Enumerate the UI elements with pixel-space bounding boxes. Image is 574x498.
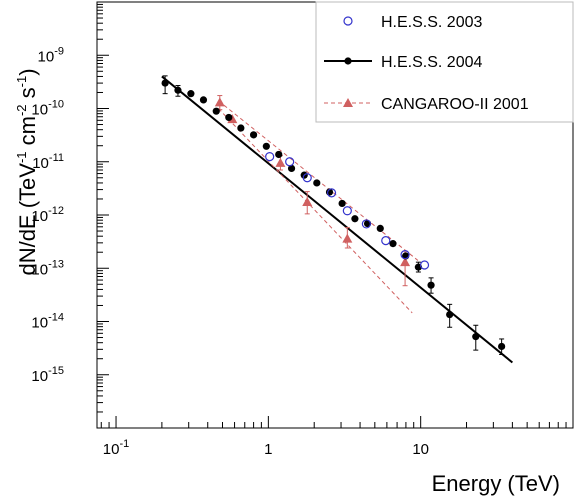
data-point [225, 113, 233, 122]
legend-marker [343, 16, 353, 26]
data-point [342, 206, 352, 216]
data-point [302, 173, 312, 183]
legend-entry: H.E.S.S. 2004 [324, 54, 482, 71]
x-axis-title: Energy (TeV) [432, 471, 560, 496]
data-point [381, 236, 391, 246]
data-point [227, 114, 238, 124]
legend-label: CANGAROO-II 2001 [381, 96, 529, 113]
data-point [419, 260, 430, 270]
data-point [400, 257, 411, 267]
series-h-e-s-s-2004 [161, 75, 506, 356]
data-point [265, 151, 275, 162]
x-tick-label: 10 [412, 441, 429, 458]
legend-marker [344, 57, 352, 65]
x-tick-label: 10-1 [103, 438, 129, 458]
y-tick-label: 10-15 [31, 365, 64, 385]
y-axis-title: dN/dE (TeV-1 cm-2 s-1) [14, 68, 40, 275]
data-point [214, 97, 225, 107]
cangaroo-fit-lower [218, 108, 413, 314]
y-tick-label: 10-10 [31, 99, 64, 119]
y-tick-label: 10-9 [38, 45, 64, 65]
legend-label: H.E.S.S. 2003 [381, 14, 482, 31]
data-point [161, 79, 169, 87]
data-point [400, 250, 410, 260]
data-series [161, 75, 506, 356]
data-point [174, 86, 182, 94]
data-point [199, 96, 208, 104]
data-point [361, 219, 371, 229]
data-point [338, 199, 346, 208]
y-tick-label: 10-12 [31, 205, 64, 225]
x-tick-label: 1 [264, 441, 272, 458]
data-point [498, 342, 506, 351]
legend-entry: CANGAROO-II 2001 [324, 96, 529, 113]
legend: H.E.S.S. 2003 H.E.S.S. 2004 CANGAROO-II 20… [315, 1, 574, 123]
data-point [237, 124, 245, 132]
legend-entry: H.E.S.S. 2003 [343, 14, 482, 31]
data-point [313, 179, 321, 187]
y-tick-label: 10-13 [31, 258, 64, 278]
legend-marker [343, 98, 353, 107]
data-point [187, 90, 195, 98]
data-point [285, 157, 295, 167]
data-point [326, 188, 337, 198]
data-point [351, 215, 359, 223]
legend-label: H.E.S.S. 2004 [381, 54, 482, 71]
data-point [302, 197, 313, 207]
series-h-e-s-s-2003 [265, 151, 430, 270]
data-point [212, 107, 220, 115]
data-point [472, 333, 480, 341]
data-point [275, 157, 286, 167]
data-point [376, 224, 384, 233]
y-tick-label: 10-14 [31, 312, 64, 332]
data-point [342, 233, 353, 243]
data-point [249, 131, 258, 139]
data-point [262, 142, 270, 150]
y-tick-label: 10-11 [32, 152, 64, 172]
data-point [427, 281, 435, 289]
y-axis-ticks: 10-9 10-10 10-11 10-12 10-13 10-14 10-15 [31, 1, 109, 429]
hess-2004-fit-line [161, 75, 514, 364]
data-point [389, 240, 397, 248]
data-point [287, 164, 296, 173]
series-cangaroo-ii-2001 [214, 95, 411, 287]
data-point [446, 310, 454, 319]
x-axis-ticks: 10-1 1 10 [100, 416, 574, 458]
data-point [275, 150, 283, 159]
